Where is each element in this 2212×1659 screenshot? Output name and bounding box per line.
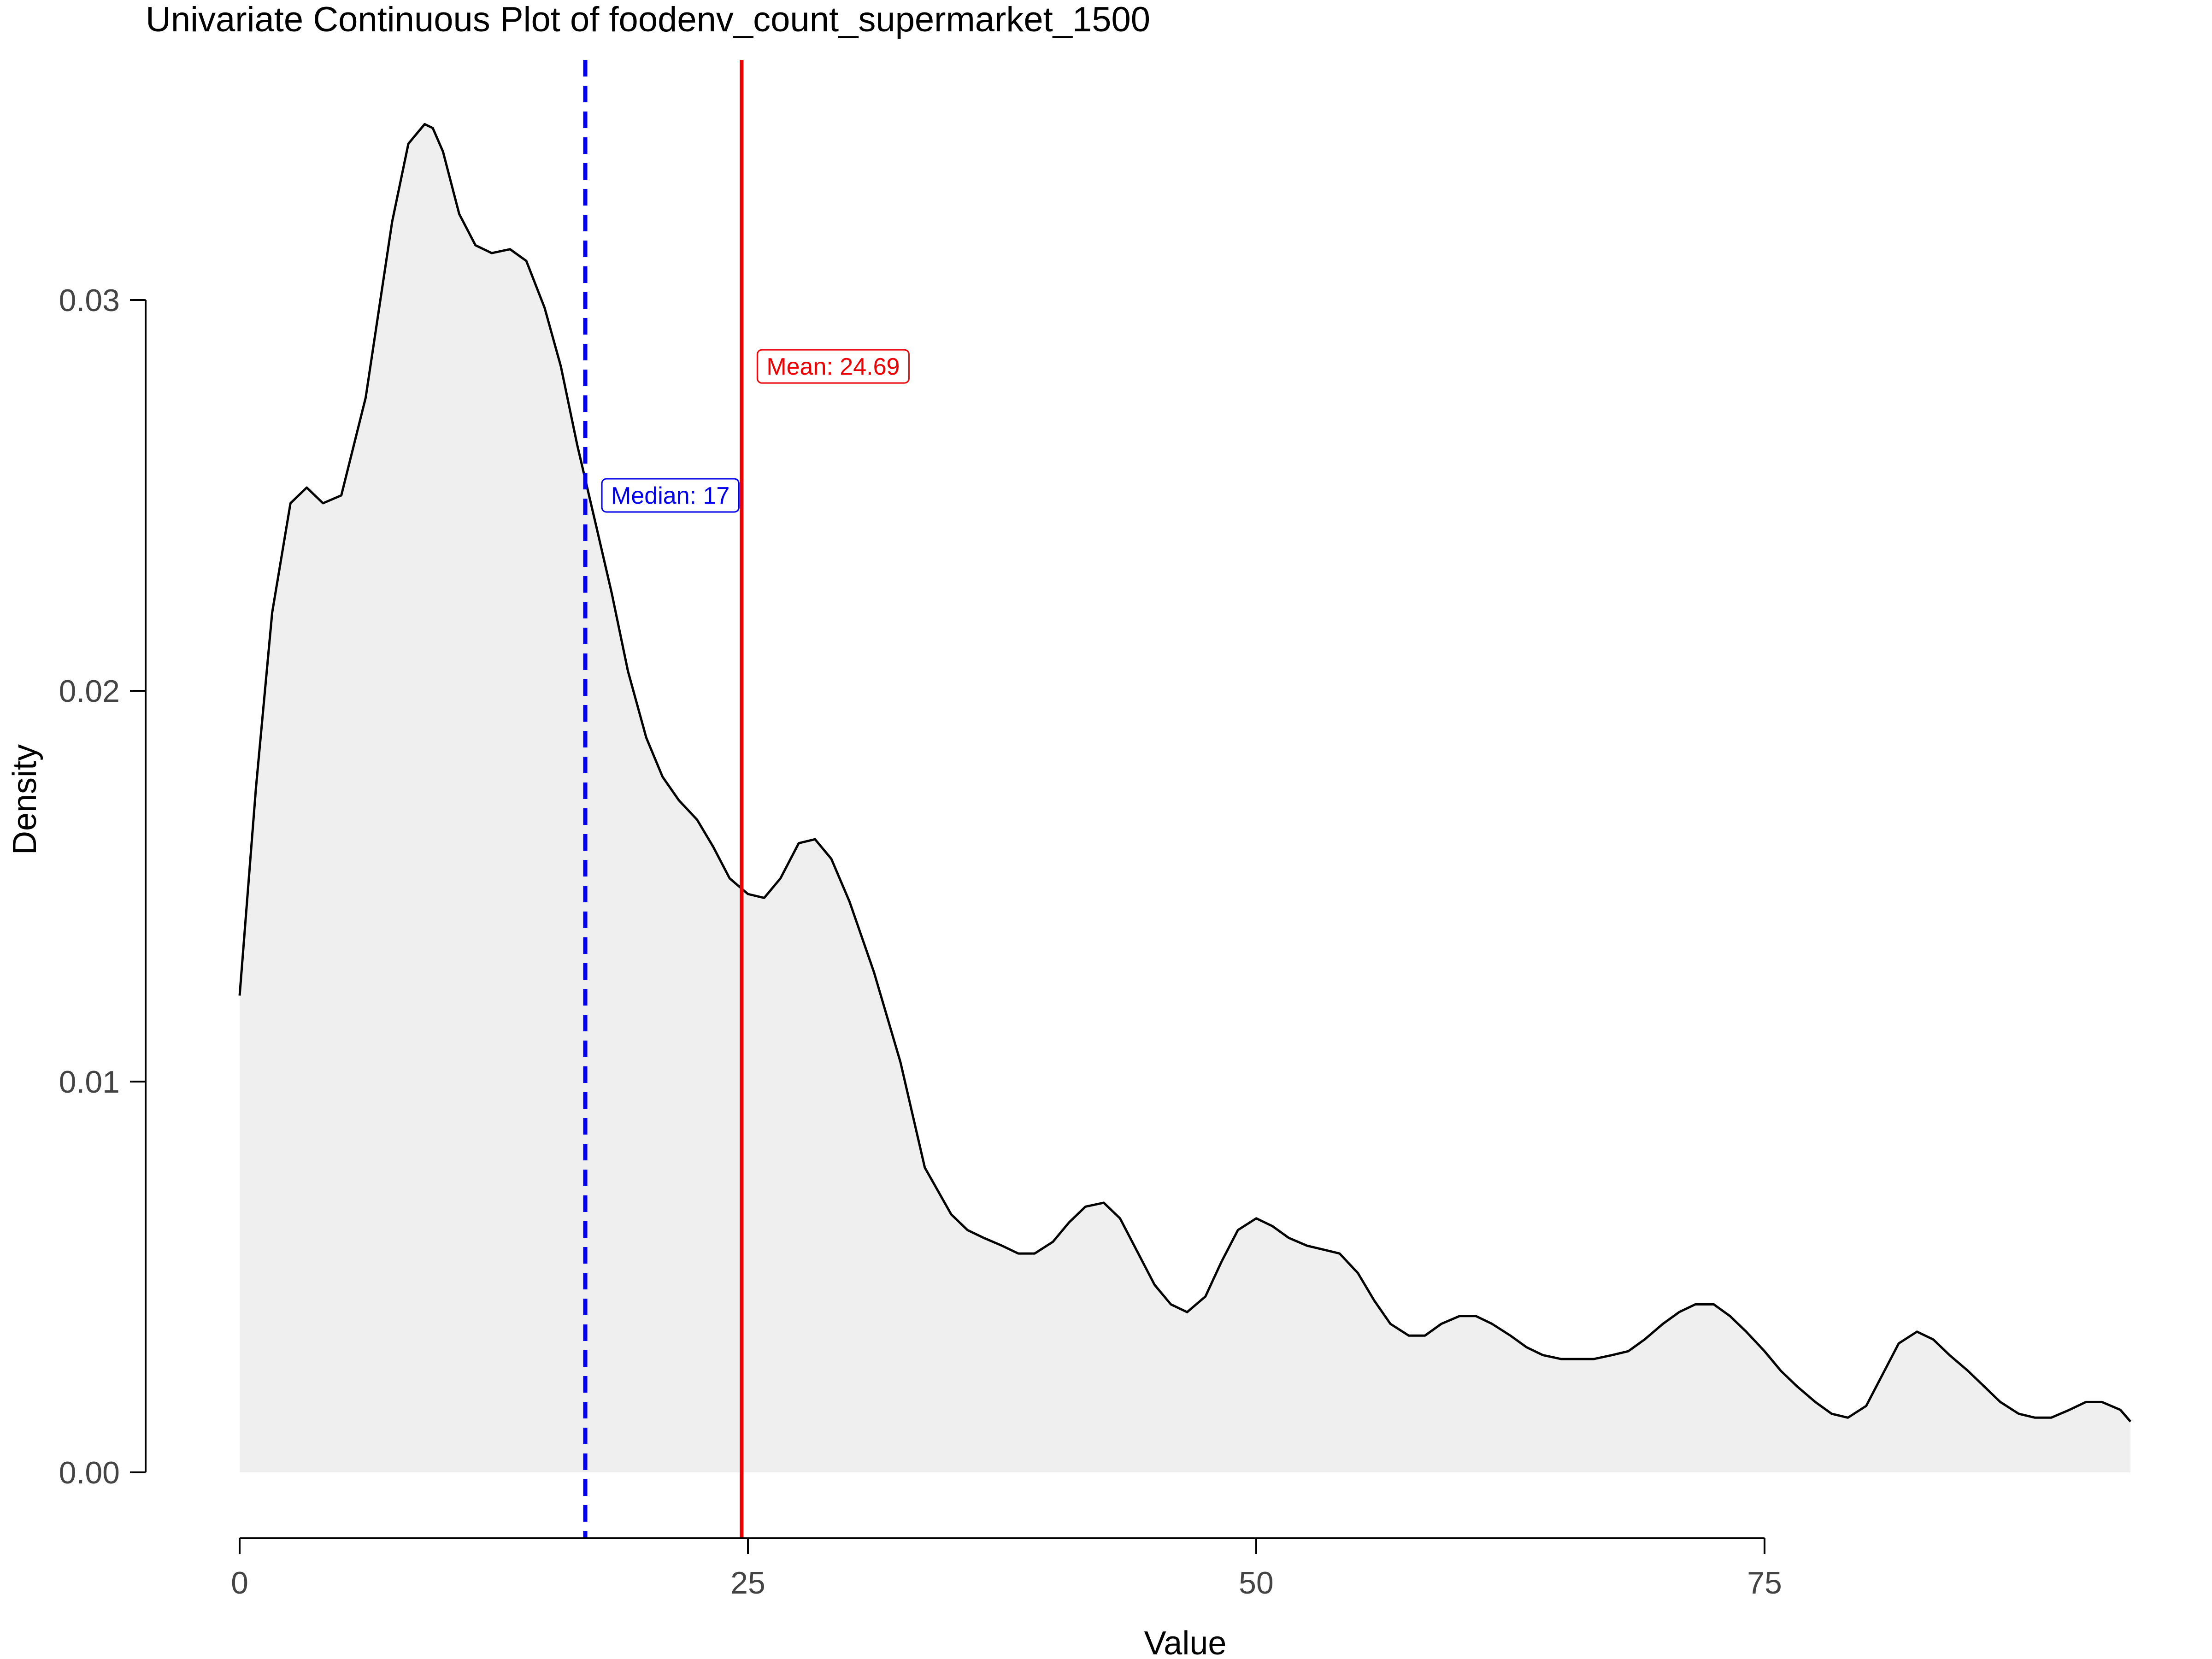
y-tick-label: 0.02	[59, 674, 120, 709]
y-tick-label: 0.01	[59, 1065, 120, 1100]
median-annotation-box	[601, 478, 740, 513]
median-annotation: Median: 17	[601, 478, 740, 513]
x-axis: 0 25 50 75	[231, 1537, 1782, 1600]
x-tick-label: 25	[730, 1565, 765, 1600]
mean-annotation-label: Mean: 24.69	[766, 353, 900, 380]
x-tick-label: 75	[1747, 1565, 1782, 1600]
mean-annotation-box	[756, 349, 910, 384]
y-axis: 0.00 0.01 0.02 0.03	[59, 283, 147, 1490]
y-tick-label: 0.03	[59, 283, 120, 318]
chart-title: Univariate Continuous Plot of foodenv_co…	[146, 0, 1150, 39]
y-tick-label: 0.00	[59, 1455, 120, 1490]
y-axis-title: Density	[6, 744, 43, 855]
density-area	[240, 124, 2131, 1473]
median-annotation-label: Median: 17	[611, 482, 729, 509]
mean-annotation: Mean: 24.69	[756, 349, 910, 384]
plot-area: Median: 17 Mean: 24.69	[238, 60, 2132, 1538]
x-tick-label: 50	[1239, 1565, 1274, 1600]
density-line	[238, 123, 2132, 1423]
x-tick-label: 0	[231, 1565, 248, 1600]
x-axis-title: Value	[1144, 1625, 1227, 1659]
